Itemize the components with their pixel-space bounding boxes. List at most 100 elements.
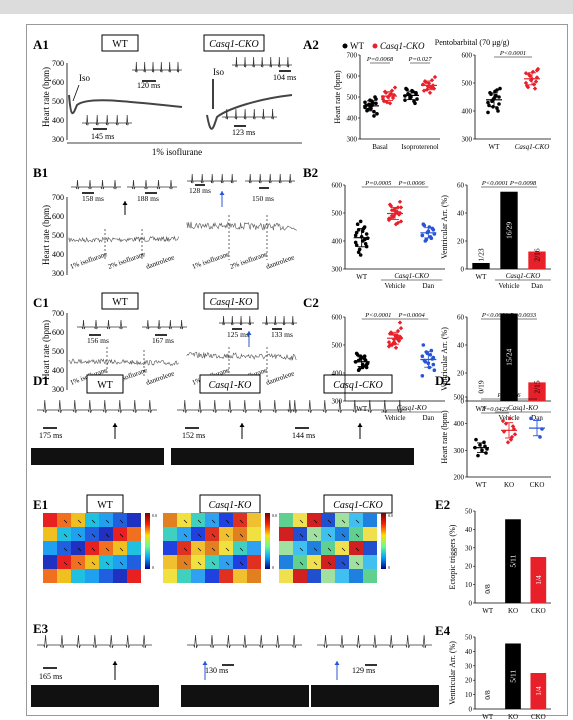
E2-bar — [505, 519, 521, 603]
e1-cell — [113, 569, 127, 583]
C2-xtick-label: WT — [356, 405, 368, 413]
E4-xtick-label: CKO — [531, 713, 546, 720]
B2b-bar-label: 16/29 — [505, 222, 514, 239]
e3-ecg-0 — [37, 634, 152, 649]
b1-cko-hr — [186, 221, 297, 231]
b1-arrow-cko-head — [219, 191, 225, 195]
e3-ecg-2 — [317, 634, 432, 649]
panel-label-b1: B1 — [33, 165, 48, 180]
d1-ms2: 152 ms — [182, 431, 205, 440]
c1-ecg-2 — [142, 319, 187, 330]
E4-bar-label: 5/11 — [509, 669, 518, 682]
C2b-bar-label: 0/19 — [477, 380, 486, 394]
D2-point — [503, 421, 509, 426]
d1-label-cko: Casq1-CKO — [333, 380, 382, 391]
A2b-point — [487, 103, 491, 108]
C2-point — [364, 362, 369, 367]
e3-ecg-1 — [187, 634, 302, 649]
A2b-pvalue: P<0.0001 — [499, 50, 526, 57]
b1-ylabel: Heart rate (bpm) — [41, 205, 51, 265]
e1-vector — [299, 519, 304, 524]
B2-point — [353, 233, 358, 238]
e1-cell — [43, 555, 57, 569]
a1-ecg-cko-bottom — [222, 108, 277, 120]
e1-vector — [105, 561, 110, 566]
C2-point — [420, 374, 425, 378]
e1-cell — [279, 569, 293, 583]
E4-ytick-label: 20 — [465, 677, 473, 685]
e1-vector — [77, 547, 82, 552]
B2b-xtick-label: Vehicle — [499, 282, 520, 290]
a1-yticks: 700 600 500 400 300 — [52, 59, 64, 144]
svg-text:400: 400 — [52, 250, 64, 259]
e1-vector — [299, 533, 304, 538]
e1-cell — [233, 569, 247, 583]
A2-ytick-label: 300 — [347, 136, 358, 144]
C2-point — [420, 354, 425, 359]
e1-colorbar — [265, 513, 270, 569]
A2-xtick-label: Isoproterenol — [401, 143, 438, 151]
e1-vector — [197, 519, 202, 524]
e1-cell — [163, 527, 177, 541]
b1-ecg-4 — [245, 173, 295, 184]
a2b-title: Pentobarbital (70 μg/g) — [435, 38, 510, 47]
B2b-ytick-label: 60 — [457, 182, 465, 190]
svg-text:500: 500 — [52, 97, 64, 106]
D2-point — [482, 440, 486, 445]
D2-point — [510, 424, 516, 429]
svg-text:dantrolene: dantrolene — [265, 369, 296, 387]
e1-cell — [85, 569, 99, 583]
b1-noisy-traces — [68, 173, 297, 260]
A2b-point — [498, 86, 502, 91]
C2-ytick-label: 500 — [332, 342, 343, 350]
A2-ylabel: Heart rate (bpm) — [333, 70, 342, 124]
svg-text:700: 700 — [52, 309, 64, 318]
e1-cell — [127, 541, 141, 555]
A2-point — [384, 100, 390, 105]
e1-vector — [211, 519, 216, 524]
iso-label-cko: Iso — [213, 67, 224, 77]
svg-text:dantrolene: dantrolene — [265, 253, 296, 271]
e1-vector — [119, 547, 124, 552]
A2b-point — [495, 106, 499, 110]
e1-cell — [279, 555, 293, 569]
a1-cko-hr-trace — [206, 94, 293, 130]
B2-ytick-label: 500 — [332, 210, 343, 218]
e1-vector — [239, 519, 244, 524]
C2-point — [431, 355, 436, 360]
e1-cell — [205, 569, 219, 583]
D2-point — [508, 437, 514, 442]
e1-vector — [341, 533, 346, 538]
svg-text:600: 600 — [52, 78, 64, 87]
A2b-point — [496, 109, 500, 113]
e1-cell — [279, 527, 293, 541]
B2-point — [398, 205, 404, 210]
svg-text:dantrolene: dantrolene — [145, 253, 176, 271]
B2b-xtick-label: Dan — [531, 282, 543, 290]
C2b-bar — [528, 382, 546, 401]
svg-text:500: 500 — [52, 347, 64, 356]
B2b-ytick-label: 40 — [457, 210, 465, 218]
d1-label-wt: WT — [97, 380, 113, 391]
b1-ms2: 188 ms — [137, 194, 159, 203]
d1-ecg-2 — [287, 399, 407, 414]
e1-cbar-max: 0.0 — [388, 513, 393, 518]
c1-wt-hr — [68, 358, 179, 366]
C2-point — [364, 365, 369, 370]
A2-point — [375, 112, 379, 116]
e3-strip-2 — [311, 685, 439, 707]
e1-cell — [363, 555, 377, 569]
E2-ytick-label: 50 — [465, 508, 473, 516]
B2-ytick-label: 400 — [332, 238, 343, 246]
e1-vector — [183, 533, 188, 538]
A2b-point — [532, 86, 538, 91]
D2-ytick-label: 300 — [454, 447, 465, 455]
C2b-ytick-label: 0 — [461, 398, 465, 406]
e1-cell — [99, 569, 113, 583]
d1-arrow-wt-head — [112, 423, 118, 427]
e1-cell — [363, 541, 377, 555]
A2b-point — [533, 79, 539, 84]
C2b-xtick-label: Dan — [531, 414, 543, 422]
C2-ytick-label: 400 — [332, 370, 343, 378]
c1-label-wt: WT — [112, 297, 128, 308]
